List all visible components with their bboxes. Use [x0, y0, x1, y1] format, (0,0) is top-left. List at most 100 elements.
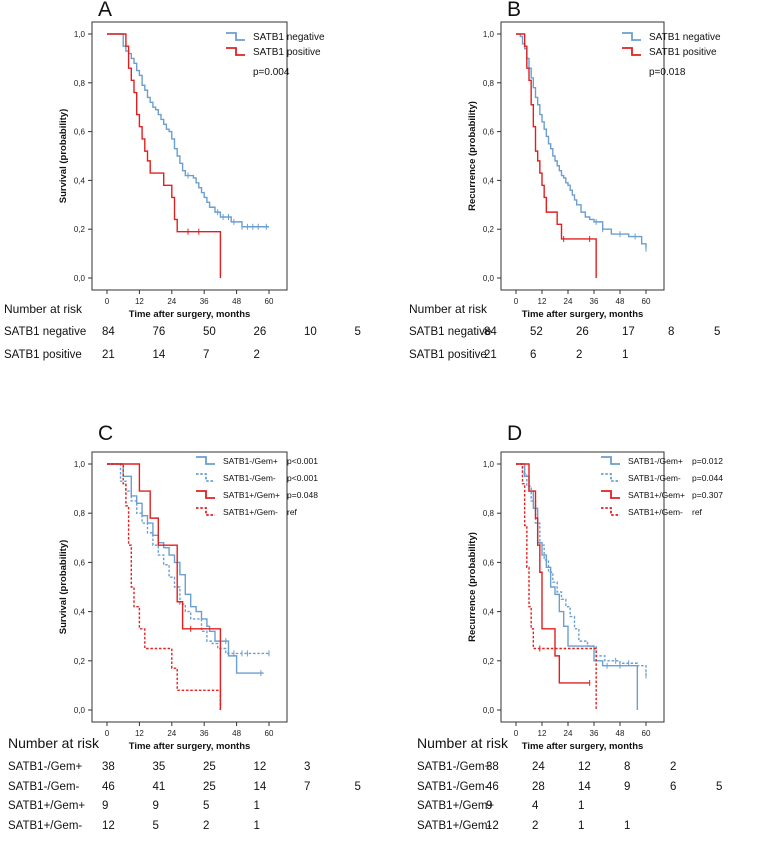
legend-swatch: [601, 456, 620, 465]
km-plot: 0,0 0,2 0,4 0,6 0,8 1,0 0 12 24 36 48 60 Time after …: [58, 451, 318, 752]
risk-count: 38: [486, 761, 499, 773]
risk-count: 26: [576, 326, 589, 338]
risk-count: 2: [203, 819, 210, 832]
km-curve-1: [516, 33, 597, 278]
risk-count: 8: [668, 326, 675, 338]
legend-swatch: [196, 456, 215, 465]
x-tick-label: 12: [135, 729, 144, 738]
km-curve-2: [516, 463, 590, 684]
legend-swatch: [622, 47, 641, 56]
risk-row-label: SATB1-/Gem+: [8, 761, 83, 773]
risk-count: 41: [152, 780, 166, 793]
risk-table-title: Number at risk: [4, 302, 83, 316]
km-curve-0: [107, 33, 269, 228]
y-tick-label: 0,2: [483, 657, 495, 666]
risk-count: 1: [253, 800, 260, 812]
p-value: p=0.018: [649, 67, 686, 78]
risk-count: 38: [102, 761, 115, 773]
risk-row-label: SATB1 positive: [409, 349, 487, 361]
risk-count: 1: [578, 819, 585, 832]
risk-count: 6: [530, 349, 537, 361]
y-tick-label: 0,4: [74, 176, 86, 185]
risk-row-label: SATB1 negative: [4, 326, 87, 338]
legend-label: SATB1+/Gem+: [628, 490, 685, 500]
y-axis-label: Recurrence (probability): [467, 101, 478, 211]
risk-count: 1: [624, 819, 631, 832]
legend-label: SATB1+/Gem+: [223, 490, 280, 500]
risk-count: 5: [716, 780, 723, 793]
legend-label: SATB1 negative: [253, 32, 325, 43]
risk-count: 46: [102, 780, 115, 793]
risk-row-label: SATB1+/Gem+: [8, 800, 86, 812]
risk-count: 52: [530, 326, 543, 338]
risk-row-label: SATB1 negative: [409, 326, 492, 338]
km-plot: 0,0 0,2 0,4 0,6 0,8 1,0 0 12 24 36 48 60 Time after …: [58, 21, 325, 320]
x-tick-label: 24: [564, 297, 573, 306]
y-tick-label: 0,2: [74, 225, 86, 234]
x-tick-label: 0: [105, 297, 110, 306]
y-axis-label: Survival (probability): [58, 540, 69, 635]
legend-pvalue: ref: [692, 507, 703, 517]
p-value: p=0.004: [253, 67, 290, 78]
risk-row-label: SATB1-/Gem-: [417, 780, 489, 793]
legend-swatch: [226, 47, 245, 56]
y-tick-label: 0,8: [74, 79, 86, 88]
y-tick-label: 0,0: [74, 706, 86, 715]
panel-label: D: [507, 422, 523, 445]
risk-count: 17: [622, 326, 635, 338]
y-tick-label: 0,4: [483, 608, 495, 617]
legend-label: SATB1-/Gem+: [223, 456, 278, 466]
risk-count: 1: [578, 800, 585, 812]
risk-table-title: Number at risk: [409, 302, 488, 316]
legend-label: SATB1+/Gem-: [223, 507, 278, 517]
risk-count: 9: [624, 780, 631, 793]
y-tick-label: 0,0: [483, 274, 495, 283]
x-tick-label: 24: [564, 729, 573, 738]
risk-count: 25: [203, 761, 216, 773]
legend-swatch: [601, 473, 620, 482]
risk-row-label: SATB1-/Gem-: [8, 780, 80, 793]
y-axis-label: Survival (probability): [58, 109, 69, 204]
risk-count: 25: [203, 780, 216, 793]
y-tick-label: 0,4: [483, 176, 495, 185]
plot-frame: [91, 451, 288, 723]
risk-count: 84: [484, 326, 497, 338]
panel-b: B 0,0 0,2 0,4 0,6 0,8 1,0 0 12 24 36 48 60 Time afte…: [389, 0, 778, 424]
legend-swatch: [226, 32, 245, 41]
panel-label: B: [507, 0, 522, 21]
x-tick-label: 36: [590, 297, 599, 306]
legend-label: SATB1-/Gem-: [223, 473, 276, 483]
y-tick-label: 0,4: [74, 608, 86, 617]
legend-swatch: [196, 507, 215, 516]
x-tick-label: 24: [167, 297, 176, 306]
y-tick-label: 1,0: [74, 30, 86, 39]
risk-count: 5: [714, 326, 721, 338]
risk-count: 21: [102, 349, 115, 361]
risk-count: 3: [304, 761, 311, 773]
x-tick-label: 12: [135, 297, 144, 306]
panel-d: D 0,0 0,2 0,4 0,6 0,8 1,0 0 12 24 36 48 60 Time afte…: [389, 422, 778, 848]
risk-count: 26: [253, 326, 267, 338]
risk-count: 9: [102, 800, 109, 812]
risk-count: 6: [670, 780, 677, 793]
km-curve-3: [516, 463, 597, 710]
risk-count: 28: [532, 780, 545, 793]
x-tick-label: 24: [167, 729, 176, 738]
x-tick-label: 48: [616, 729, 625, 738]
legend-label: SATB1 negative: [649, 32, 721, 43]
y-tick-label: 0,6: [74, 558, 86, 567]
y-tick-label: 0,0: [483, 706, 495, 715]
risk-count: 4: [532, 800, 539, 812]
risk-count: 2: [253, 349, 260, 361]
x-tick-label: 48: [232, 297, 241, 306]
km-curve-1: [516, 463, 647, 676]
km-curve-1: [107, 33, 222, 278]
x-tick-label: 60: [265, 297, 274, 306]
y-tick-label: 1,0: [483, 460, 495, 469]
panel-a: A 0,0 0,2 0,4 0,6 0,8 1,0 0 12 24 36 48 60 Time afte…: [0, 0, 389, 424]
plot-frame: [500, 21, 665, 291]
risk-count: 5: [354, 780, 361, 793]
risk-row-label: SATB1+/Gem+: [417, 800, 495, 812]
risk-count: 9: [152, 800, 159, 812]
legend-label: SATB1+/Gem-: [628, 507, 683, 517]
